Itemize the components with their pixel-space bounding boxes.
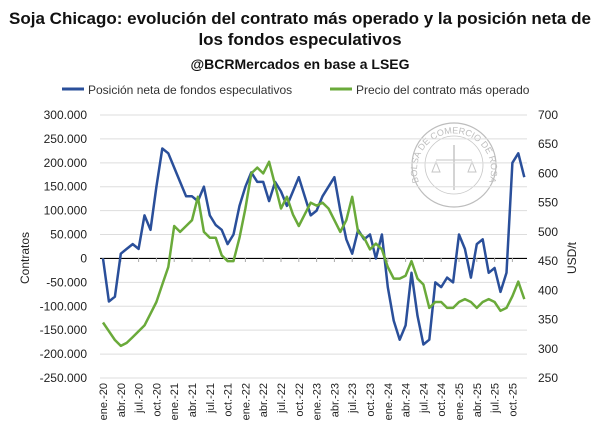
x-tick-label: ene.-23 (312, 383, 324, 420)
y-tick-left: 150.000 (44, 180, 88, 194)
y-tick-right: 500 (538, 225, 558, 239)
x-tick-label: abr.-21 (187, 383, 199, 417)
x-tick-label: jul.-20 (134, 383, 146, 414)
legend: Posición neta de fondos especulativos Pr… (62, 83, 530, 97)
legend-label-position: Posición neta de fondos especulativos (88, 83, 292, 97)
x-tick-label: oct.-22 (294, 383, 306, 417)
x-tick-label: ene.-22 (240, 383, 252, 420)
x-tick-label: oct.-25 (507, 383, 519, 417)
x-tick-label: oct.-24 (436, 383, 448, 417)
y-tick-right: 350 (538, 313, 558, 327)
y-tick-left: 100.000 (44, 204, 88, 218)
y-axis-left-label: Contratos (18, 232, 32, 284)
chart-subtitle: @BCRMercados en base a LSEG (190, 56, 410, 72)
x-tick-label: ene.-24 (383, 383, 395, 420)
y-tick-left: 250.000 (44, 132, 88, 146)
y-tick-left: -200.000 (40, 347, 88, 361)
y-tick-left: 50.000 (50, 228, 87, 242)
y-tick-left: -150.000 (40, 323, 88, 337)
y-tick-left: -50.000 (46, 275, 87, 289)
x-tick-label: abr.-24 (401, 383, 413, 417)
y-tick-right: 450 (538, 254, 558, 268)
x-tick-label: abr.-20 (116, 383, 128, 417)
y-tick-left: -100.000 (40, 299, 88, 313)
x-tick-label: ene.-25 (454, 383, 466, 420)
legend-label-price: Precio del contrato más operado (356, 83, 530, 97)
x-tick-label: jul.-24 (418, 383, 430, 414)
series-line-price (101, 160, 526, 348)
x-tick-label: abr.-22 (258, 383, 270, 417)
x-tick-label: jul.-23 (347, 383, 359, 414)
y-tick-right: 400 (538, 283, 558, 297)
y-axis-right-label: USD/t (565, 241, 579, 274)
x-tick-label: ene.-21 (169, 383, 181, 420)
y-tick-right: 600 (538, 166, 558, 180)
y-tick-left: -250.000 (40, 371, 88, 385)
y-tick-left: 300.000 (44, 108, 88, 122)
x-tick-label: abr.-23 (329, 383, 341, 417)
y-tick-left: 200.000 (44, 156, 88, 170)
x-tick-label: jul.-25 (490, 383, 502, 414)
x-tick-label: jul.-21 (205, 383, 217, 414)
x-tick-label: oct.-21 (223, 383, 235, 417)
x-tick-label: jul.-22 (276, 383, 288, 414)
y-tick-right: 550 (538, 196, 558, 210)
y-tick-right: 650 (538, 137, 558, 151)
y-tick-left: 0 (80, 251, 87, 265)
y-tick-right: 250 (538, 371, 558, 385)
y-tick-right: 300 (538, 342, 558, 356)
x-tick-label: oct.-20 (151, 383, 163, 417)
x-tick-label: abr.-25 (472, 383, 484, 417)
y-tick-right: 700 (538, 108, 558, 122)
chart-title: Soja Chicago: evolución del contrato más… (9, 9, 591, 49)
series-line-position (101, 147, 526, 346)
x-tick-label: oct.-23 (365, 383, 377, 417)
x-tick-label: ene.-20 (98, 383, 110, 420)
